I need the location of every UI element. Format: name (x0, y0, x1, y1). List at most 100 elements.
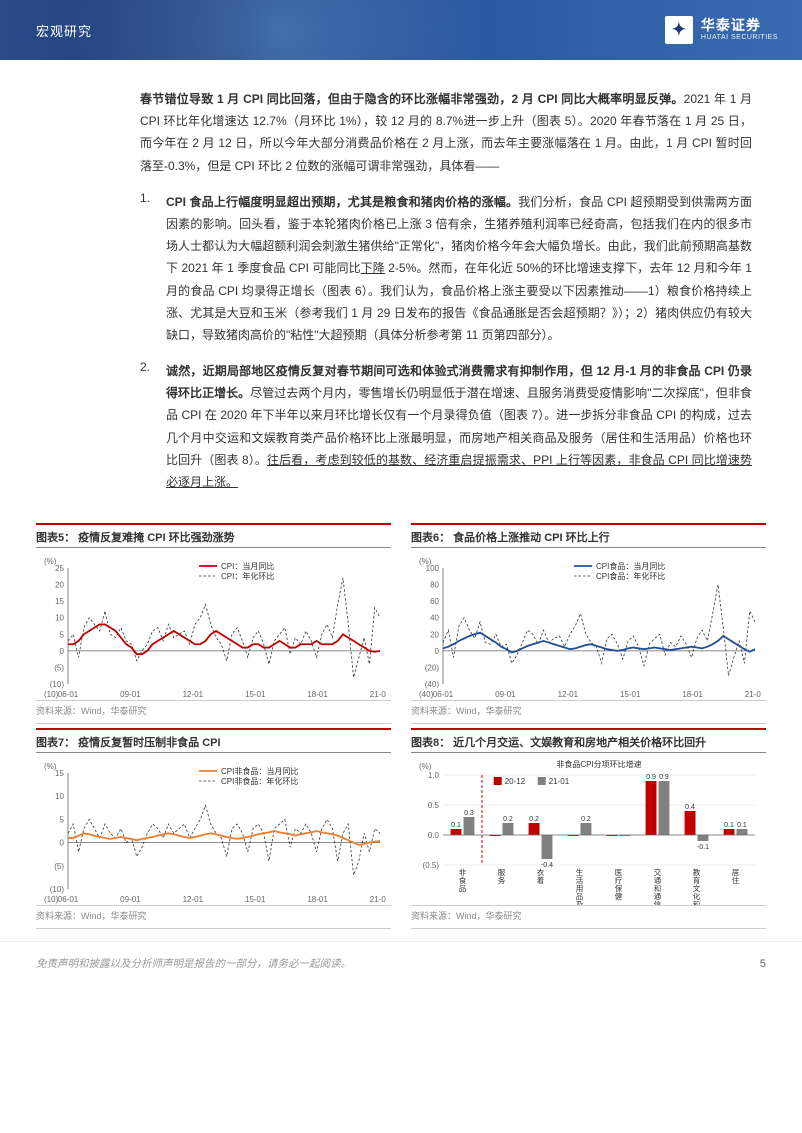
svg-text:0.4: 0.4 (685, 804, 695, 811)
disclaimer: 免责声明和披露以及分析师声明是报告的一部分，请务必一起阅读。 (36, 956, 351, 971)
svg-text:20: 20 (55, 581, 64, 590)
chart-8-svg: (0.5) 0.0 0.5 1.0(%) 非食品CPI分项环比增速 20-12 21-01 0… (411, 755, 761, 905)
svg-text:(%): (%) (419, 762, 432, 771)
svg-text:CPI：当月同比: CPI：当月同比 (221, 561, 274, 571)
svg-text:0.2: 0.2 (581, 816, 591, 823)
svg-text:0.2: 0.2 (503, 816, 513, 823)
page-header: 宏观研究 ✦ 华泰证券 HUATAI SECURITIES (0, 0, 802, 60)
svg-text:10: 10 (55, 614, 64, 623)
svg-text:(10): (10) (44, 895, 59, 904)
svg-text:(%): (%) (419, 557, 432, 566)
svg-text:0.9: 0.9 (659, 774, 669, 781)
svg-text:5: 5 (60, 816, 65, 825)
svg-text:0.2: 0.2 (529, 816, 539, 823)
svg-text:40: 40 (430, 614, 439, 623)
list-item-1: 1. CPI 食品上行幅度明显超出预期，尤其是粮食和猪肉价格的涨幅。我们分析，食… (140, 191, 752, 346)
list-item-2: 2. 诚然，近期局部地区疫情反复对春节期间可选和体验式消费需求有抑制作用，但 1… (140, 360, 752, 493)
svg-text:12-01: 12-01 (183, 895, 204, 904)
svg-text:25: 25 (55, 564, 64, 573)
svg-text:0.1: 0.1 (724, 822, 734, 829)
svg-text:15: 15 (55, 769, 64, 778)
svg-text:非食品CPI分项环比增速: 非食品CPI分项环比增速 (556, 759, 641, 769)
svg-text:CPI食品：年化环比: CPI食品：年化环比 (596, 571, 665, 581)
chart-7: 图表7： 疫情反复暂时压制非食品 CPI (10)(5)05101506-010… (36, 728, 391, 929)
section-title: 宏观研究 (36, 21, 92, 40)
svg-text:(10): (10) (50, 885, 65, 894)
svg-text:(20): (20) (425, 664, 440, 673)
chart-5-svg: (10) (5) 0 5 10 15 20 25 06-01 09-01 12-01 15-01 18-… (36, 550, 386, 700)
svg-text:和: 和 (693, 900, 701, 905)
svg-text:0.1: 0.1 (737, 822, 747, 829)
svg-text:0.9: 0.9 (646, 774, 656, 781)
brand-block: ✦ 华泰证券 HUATAI SECURITIES (665, 16, 778, 44)
svg-text:CPI非食品：年化环比: CPI非食品：年化环比 (221, 776, 298, 786)
svg-text:(10): (10) (44, 690, 59, 699)
svg-text:0.3: 0.3 (464, 810, 474, 817)
brand-cn: 华泰证券 (701, 18, 778, 33)
svg-text:(%): (%) (44, 557, 57, 566)
svg-text:15-01: 15-01 (620, 690, 641, 699)
svg-text:品: 品 (459, 884, 467, 893)
svg-text:(40): (40) (425, 680, 440, 689)
svg-text:(5): (5) (54, 664, 64, 673)
svg-text:09-01: 09-01 (495, 690, 516, 699)
page-number: 5 (760, 958, 766, 970)
charts-grid: 图表5： 疫情反复难掩 CPI 环比强劲涨势 (10)(5)0510152025… (0, 523, 802, 935)
chart-5: 图表5： 疫情反复难掩 CPI 环比强劲涨势 (10)(5)0510152025… (36, 523, 391, 724)
svg-text:务: 务 (498, 875, 506, 885)
svg-text:06-01: 06-01 (433, 690, 454, 699)
svg-text:住: 住 (732, 875, 740, 885)
svg-text:5: 5 (60, 630, 65, 639)
chart-8: 图表8： 近几个月交运、文娱教育和房地产相关价格环比回升 (0.5)0.00.5… (411, 728, 766, 929)
svg-text:06-01: 06-01 (58, 895, 79, 904)
svg-text:15-01: 15-01 (245, 895, 266, 904)
svg-text:12-01: 12-01 (558, 690, 579, 699)
chart-6-svg: (40)(20)02040608010006-0109-0112-0115-01… (411, 550, 761, 700)
svg-text:着: 着 (537, 875, 545, 885)
svg-text:18-01: 18-01 (682, 690, 703, 699)
svg-text:18-01: 18-01 (307, 690, 328, 699)
svg-text:10: 10 (55, 792, 64, 801)
svg-text:21-01: 21-01 (370, 690, 386, 699)
svg-text:(5): (5) (54, 862, 64, 871)
svg-text:(10): (10) (50, 680, 65, 689)
svg-text:0.1: 0.1 (451, 822, 461, 829)
svg-text:0.0: 0.0 (428, 831, 440, 840)
svg-text:15-01: 15-01 (245, 690, 266, 699)
svg-text:60: 60 (430, 597, 439, 606)
svg-text:21-01: 21-01 (745, 690, 761, 699)
svg-text:(%): (%) (44, 762, 57, 771)
svg-text:21-01: 21-01 (370, 895, 386, 904)
chart-6: 图表6： 食品价格上涨推动 CPI 环比上行 (40)(20)020406080… (411, 523, 766, 724)
svg-text:20-12: 20-12 (505, 777, 526, 786)
svg-text:CPI非食品：当月同比: CPI非食品：当月同比 (221, 766, 298, 776)
logo-icon: ✦ (665, 16, 693, 44)
svg-text:09-01: 09-01 (120, 690, 141, 699)
svg-text:-0.1: -0.1 (697, 844, 709, 851)
svg-text:CPI：年化环比: CPI：年化环比 (221, 571, 274, 581)
svg-text:0: 0 (60, 839, 65, 848)
svg-text:0.5: 0.5 (428, 801, 440, 810)
svg-text:(40): (40) (419, 690, 434, 699)
svg-text:15: 15 (55, 597, 64, 606)
svg-text:12-01: 12-01 (183, 690, 204, 699)
svg-text:0: 0 (60, 647, 65, 656)
svg-text:21-01: 21-01 (549, 777, 570, 786)
svg-text:09-01: 09-01 (120, 895, 141, 904)
svg-text:18-01: 18-01 (307, 895, 328, 904)
svg-text:1.0: 1.0 (428, 771, 440, 780)
svg-text:80: 80 (430, 581, 439, 590)
svg-text:健: 健 (615, 891, 623, 901)
svg-text:20: 20 (430, 630, 439, 639)
svg-text:信: 信 (654, 899, 662, 905)
paragraph-intro: 春节错位导致 1 月 CPI 同比回落，但由于隐含的环比涨幅非常强劲，2 月 C… (50, 88, 752, 177)
page-footer: 免责声明和披露以及分析师声明是报告的一部分，请务必一起阅读。 5 (0, 941, 802, 981)
svg-text:及: 及 (576, 900, 584, 905)
svg-text:0: 0 (435, 647, 440, 656)
svg-text:(0.5): (0.5) (423, 861, 440, 870)
chart-7-svg: (10) (5) 0 5 10 15 06-01 09-01 12-01 15-01 18-01 21… (36, 755, 386, 905)
svg-text:06-01: 06-01 (58, 690, 79, 699)
brand-en: HUATAI SECURITIES (701, 34, 778, 42)
main-content: 春节错位导致 1 月 CPI 同比回落，但由于隐含的环比涨幅非常强劲，2 月 C… (0, 60, 802, 523)
svg-text:CPI食品：当月同比: CPI食品：当月同比 (596, 561, 665, 571)
